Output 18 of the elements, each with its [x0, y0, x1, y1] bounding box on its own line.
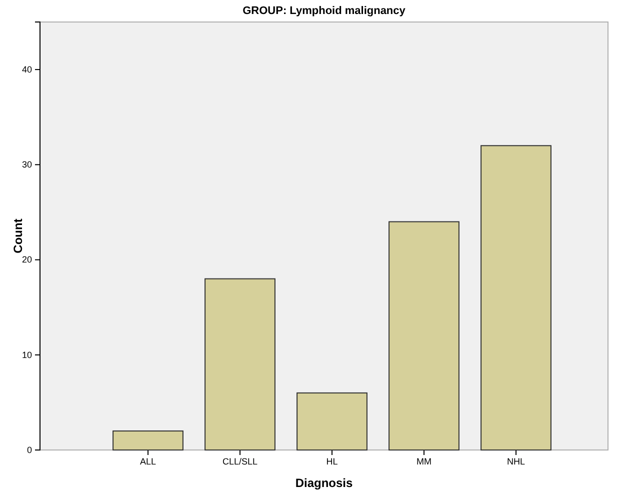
x-axis-title: Diagnosis: [295, 476, 353, 490]
bar: [480, 145, 552, 450]
y-tick-label: 0: [26, 444, 32, 455]
x-tick-label: NHL: [506, 456, 526, 466]
x-tick-label: MM: [416, 456, 432, 466]
y-axis-title: Count: [11, 218, 25, 254]
x-tick-label: CLL/SLL: [222, 456, 258, 466]
bar: [296, 392, 368, 450]
y-tick-label: 30: [22, 160, 32, 170]
y-tick-label: 10: [22, 350, 32, 360]
bar: [112, 430, 184, 450]
y-tick-label: 40: [22, 64, 32, 74]
bar: [204, 278, 276, 450]
chart-title: GROUP: Lymphoid malignancy: [242, 5, 406, 17]
y-tick-label: 20: [22, 254, 32, 265]
bar: [388, 221, 460, 450]
x-tick-label: HL: [326, 456, 338, 466]
x-tick-label: ALL: [140, 456, 156, 466]
